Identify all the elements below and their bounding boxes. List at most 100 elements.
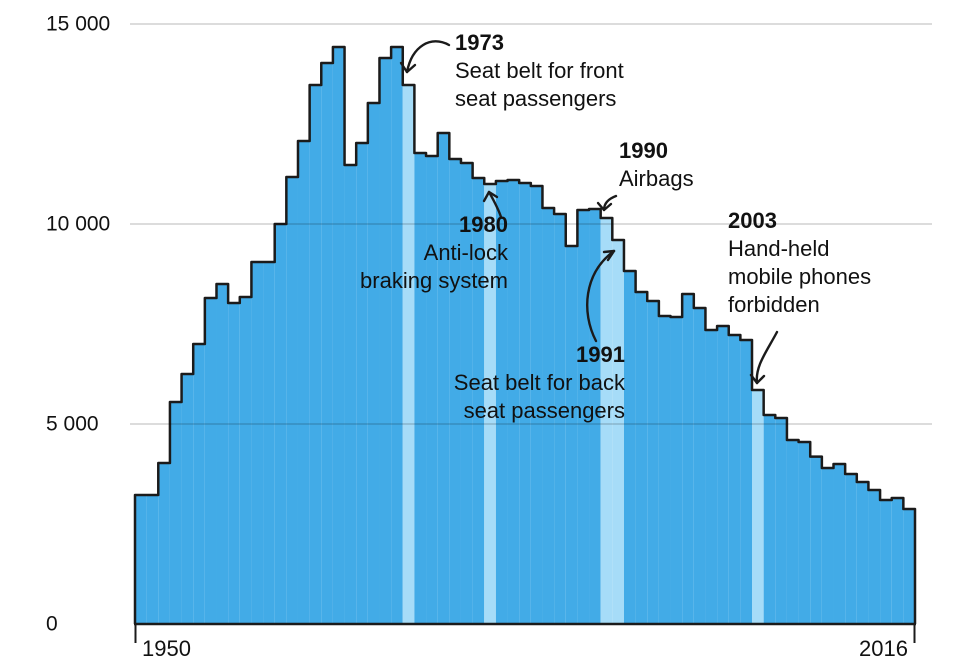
bar-2014 [880, 500, 892, 624]
bar-2006 [786, 440, 799, 624]
bar-1965 [309, 85, 322, 624]
x-axis-label-start: 1950 [142, 636, 191, 661]
annotation-1973-year: 1973 [455, 30, 504, 55]
bar-2004 [763, 415, 776, 624]
annotation-2003: 2003 Hand-held mobile phones forbidden [728, 207, 871, 319]
bar-1981 [495, 181, 508, 624]
bar-1960 [251, 262, 264, 624]
bar-highlighted-1991 [612, 240, 624, 624]
annotation-arrow-1980 [487, 190, 503, 219]
annotation-arrowhead-1973 [399, 61, 417, 74]
y-axis-label-10000: 10 000 [46, 213, 110, 236]
annotation-arrow-2003 [755, 330, 779, 385]
annotation-1973: 1973 Seat belt for front seat passengers [455, 29, 624, 113]
bar-1970 [367, 103, 380, 624]
bar-1999 [705, 330, 718, 624]
bar-1984 [530, 186, 543, 624]
bar-1983 [519, 183, 531, 624]
bar-highlighted-1990 [600, 218, 613, 624]
bar-1971 [379, 58, 392, 624]
bar-2015 [891, 498, 904, 624]
y-axis-label-0: 0 [46, 613, 58, 636]
bar-1972 [391, 47, 403, 624]
annotation-1990-year: 1990 [619, 138, 668, 163]
bar-1958 [228, 303, 240, 624]
bar-1955 [193, 344, 205, 624]
bar-1996 [670, 317, 683, 624]
annotation-2003-line: mobile phones [728, 264, 872, 289]
bar-highlighted-2003 [752, 390, 764, 624]
bar-1968 [344, 165, 357, 624]
bar-1995 [658, 316, 671, 624]
bar-1982 [507, 180, 520, 624]
bar-1978 [460, 163, 473, 624]
annotation-1980: 1980 Anti-lock braking system [360, 211, 508, 295]
annotation-arrowhead-1980 [482, 190, 499, 203]
bar-2000 [717, 326, 729, 624]
bar-2016 [903, 509, 915, 624]
bar-1986 [554, 214, 566, 624]
annotation-arrow-1973 [405, 40, 451, 74]
bar-2009 [821, 468, 834, 624]
annotation-1991-line: Seat belt for back [453, 370, 625, 395]
bar-1963 [286, 177, 298, 624]
bar-highlighted-1980 [484, 184, 496, 624]
bar-2005 [775, 418, 787, 624]
bar-1964 [297, 141, 310, 624]
annotation-2003-line: Hand-held [728, 236, 830, 261]
bar-1969 [356, 143, 368, 624]
annotation-arrowhead-1990 [596, 201, 613, 212]
bar-2011 [845, 474, 857, 624]
bar-1985 [542, 208, 555, 624]
annotation-arrowhead-1991 [602, 249, 616, 262]
bar-1961 [263, 262, 275, 624]
annotation-1991: 1991 Seat belt for back seat passengers [454, 341, 625, 425]
bar-1979 [472, 178, 485, 624]
x-axis-label-end: 2016 [859, 636, 908, 661]
bar-1952 [158, 463, 170, 624]
bar-1966 [321, 63, 333, 624]
bars-outline [133, 45, 917, 624]
bar-1954 [181, 374, 194, 624]
bar-1953 [169, 402, 182, 624]
annotation-1980-line: braking system [360, 268, 508, 293]
bar-1951 [146, 495, 159, 624]
bar-highlighted-1973 [402, 85, 415, 624]
bar-1962 [274, 224, 287, 624]
annotation-1991-year: 1991 [576, 342, 625, 367]
bar-1977 [449, 159, 461, 624]
annotation-1980-line: Anti-lock [423, 240, 508, 265]
bar-1989 [589, 209, 601, 624]
bar-1957 [216, 284, 229, 624]
bar-2012 [856, 482, 869, 624]
bar-1993 [635, 292, 648, 624]
bar-1994 [647, 301, 659, 624]
bar-2013 [868, 490, 881, 624]
bar-1998 [693, 308, 706, 624]
bar-1987 [565, 246, 578, 624]
annotation-1991-line: seat passengers [463, 398, 625, 423]
annotation-1973-line: Seat belt for front [455, 58, 624, 83]
bar-1959 [239, 297, 252, 624]
bar-2007 [798, 442, 811, 624]
bar-1997 [682, 294, 694, 624]
annotation-1990: 1990 Airbags [619, 137, 694, 193]
bar-1988 [577, 210, 590, 624]
bar-1956 [204, 298, 217, 624]
bar-1992 [623, 271, 636, 624]
annotation-1973-line: seat passengers [455, 86, 617, 111]
bar-2010 [833, 464, 846, 624]
bar-2002 [740, 340, 753, 624]
y-axis-label-15000: 15 000 [46, 13, 110, 36]
y-axis-label-5000: 5 000 [46, 413, 99, 436]
annotation-arrowhead-2003 [749, 373, 766, 385]
bar-1950 [135, 495, 147, 624]
bar-2008 [810, 456, 822, 624]
annotation-arrow-1991 [586, 249, 616, 343]
annotation-2003-year: 2003 [728, 208, 777, 233]
annotation-2003-line: forbidden [728, 292, 820, 317]
annotation-1990-line: Airbags [619, 166, 694, 191]
annotation-1980-year: 1980 [459, 212, 508, 237]
